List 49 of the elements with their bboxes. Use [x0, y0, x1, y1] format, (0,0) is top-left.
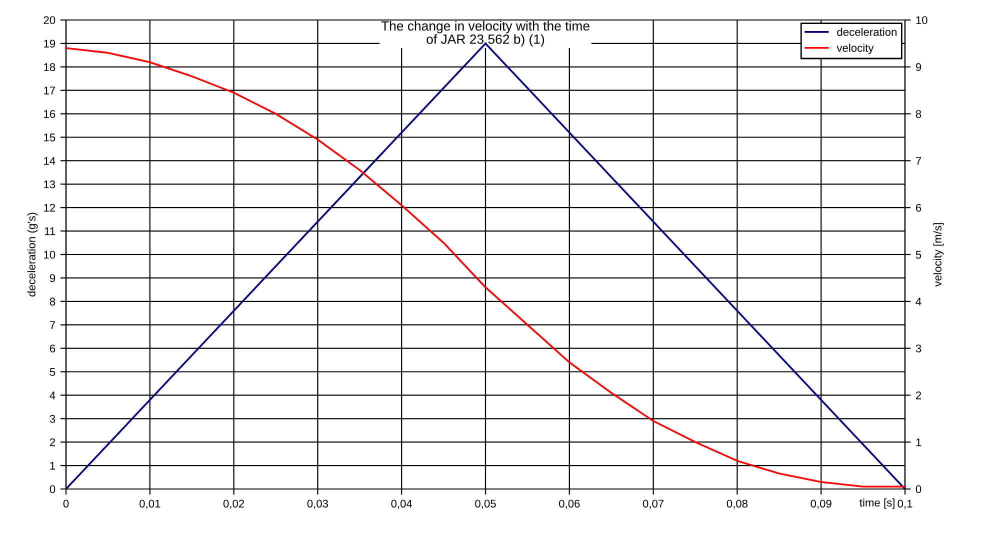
y-tick-label: 17: [44, 86, 56, 94]
y-tick-label: 5: [50, 368, 56, 376]
x-tick-label: 0,09: [810, 500, 832, 509]
y2-tick-label: 10: [916, 16, 928, 24]
y2-tick-label: 0: [916, 485, 922, 494]
y2-tick-label: 3: [916, 344, 922, 352]
x-tick-label: 0,05: [475, 500, 496, 509]
y2-axis-title: velocity [m/s]: [933, 223, 944, 287]
y-tick-label: 10: [44, 250, 56, 259]
y-axis-title: deceleration (g's): [27, 212, 38, 296]
text: The change in velocity with the time of JAR 23.562 b) (1): [381, 20, 590, 46]
y-tick-label: 6: [50, 344, 56, 352]
y-tick-label: 12: [44, 204, 56, 212]
legend-label: velocity: [836, 44, 874, 54]
y2-tick-label: 6: [916, 204, 922, 212]
x-tick-label: 0,02: [223, 500, 244, 509]
y2-tick-label: 5: [916, 250, 922, 259]
x-tick-label: 0,1: [898, 500, 912, 509]
x-tick-label: 0,06: [559, 500, 580, 509]
y-tick-label: 9: [50, 274, 56, 282]
y2-tick-label: 9: [916, 63, 922, 72]
y2-tick-label: 4: [916, 298, 922, 306]
x-tick-label: 0,08: [726, 500, 748, 509]
x-tick-label: 0,04: [391, 500, 412, 509]
y-tick-label: 15: [44, 134, 56, 142]
y2-tick-label: 7: [916, 157, 922, 165]
y-tick-label: 16: [44, 110, 56, 118]
y-tick-label: 19: [44, 40, 56, 48]
y-tick-label: 7: [50, 321, 56, 329]
y-tick-label: 4: [50, 392, 56, 400]
y-tick-label: 2: [50, 438, 56, 446]
x-tick-label: 0,07: [642, 500, 664, 509]
y-tick-label: 0: [50, 485, 56, 494]
y-tick-label: 11: [44, 227, 56, 236]
y2-tick-label: 2: [916, 391, 922, 400]
x-tick-label: 0: [63, 500, 69, 508]
y2-tick-label: 8: [916, 110, 922, 118]
y-tick-label: 8: [50, 298, 56, 306]
y-tick-label: 14: [44, 157, 56, 165]
x-tick-label: 0,03: [307, 500, 328, 509]
y-tick-label: 3: [50, 414, 56, 423]
x-tick-label: 0,01: [140, 500, 160, 509]
x-axis-title: time [s]: [860, 498, 894, 509]
legend-label: deceleration: [837, 28, 897, 36]
y-tick-label: 18: [44, 63, 56, 72]
y2-tick-label: 1: [916, 438, 922, 446]
y-tick-label: 20: [44, 16, 56, 24]
y-tick-label: 13: [44, 180, 56, 188]
y-tick-label: 1: [50, 462, 56, 470]
